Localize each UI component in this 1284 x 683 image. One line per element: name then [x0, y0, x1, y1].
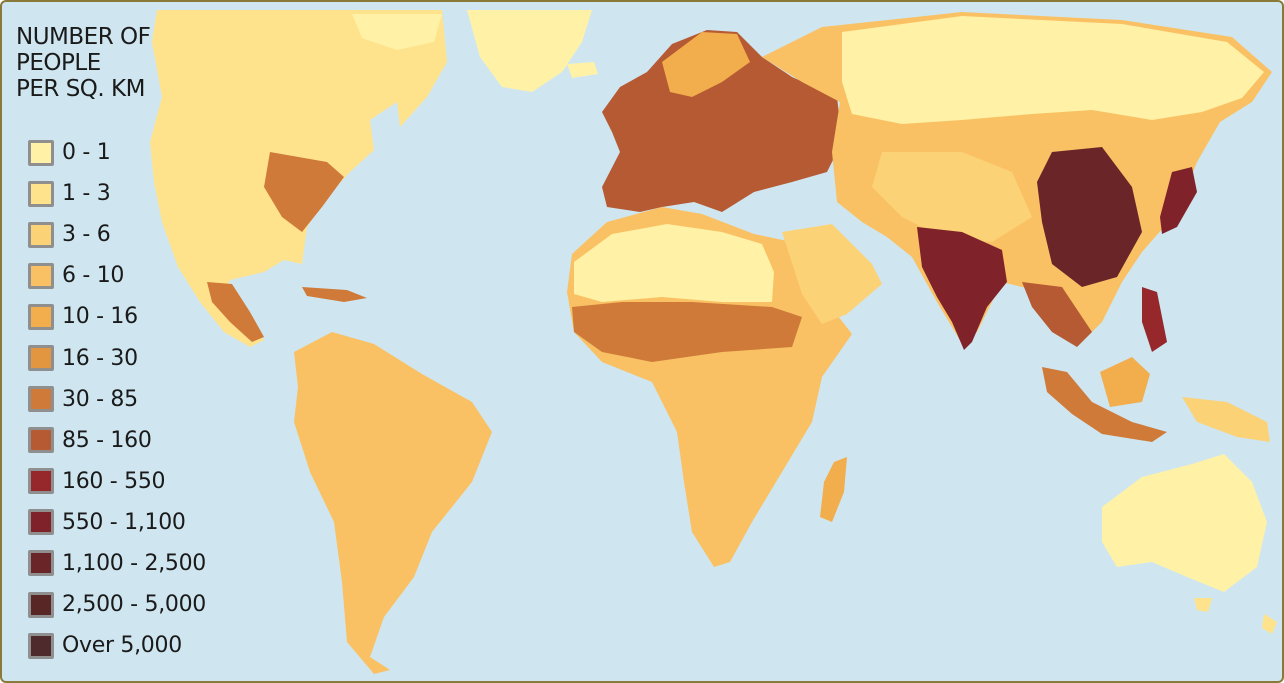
legend-swatch [28, 386, 54, 413]
legend-swatch [28, 345, 54, 372]
land-arctic-islands [352, 14, 442, 50]
legend-title-line: PER SQ. KM [16, 76, 145, 102]
legend-item: 550 - 1,100 [16, 502, 206, 543]
legend-swatch [28, 303, 54, 330]
legend-label: 6 - 10 [62, 263, 125, 289]
legend-label: 1 - 3 [62, 181, 111, 207]
land-sahel [572, 302, 802, 362]
map-legend: NUMBER OF PEOPLE PER SQ. KM 0 - 1 1 - 3 … [16, 24, 206, 666]
legend-swatch [28, 139, 54, 166]
legend-item: 160 - 550 [16, 461, 206, 502]
legend-label: 85 - 160 [62, 427, 152, 453]
land-australia [1102, 454, 1267, 592]
legend-label: 30 - 85 [62, 386, 138, 412]
land-eastern-usa [264, 152, 344, 232]
legend-swatch [28, 468, 54, 495]
land-central-asia [872, 152, 1032, 242]
legend-swatch [28, 221, 54, 248]
land-siberia [842, 16, 1264, 124]
legend-swatch [28, 632, 54, 659]
legend-label: 160 - 550 [62, 468, 166, 494]
legend-item: 0 - 1 [16, 132, 206, 173]
legend-label: 10 - 16 [62, 304, 138, 330]
land-new-guinea [1182, 397, 1270, 442]
legend-swatch [28, 509, 54, 536]
legend-item: 6 - 10 [16, 255, 206, 296]
legend-label: 2,500 - 5,000 [62, 592, 206, 618]
legend-item: Over 5,000 [16, 625, 206, 666]
legend-swatch [28, 262, 54, 289]
legend-swatch [28, 591, 54, 618]
land-caribbean [302, 287, 367, 302]
legend-title-line: PEOPLE [16, 50, 101, 76]
legend-item: 30 - 85 [16, 379, 206, 420]
legend-swatch [28, 180, 54, 207]
land-south-america [294, 332, 492, 674]
legend-swatch [28, 550, 54, 577]
legend-swatch [28, 427, 54, 454]
land-arabia [782, 224, 882, 324]
land-borneo [1100, 357, 1150, 407]
land-central-america [207, 282, 264, 342]
land-new-zealand [1262, 614, 1277, 634]
land-indonesia [1042, 367, 1167, 442]
legend-label: 0 - 1 [62, 140, 111, 166]
land-east-china [1037, 147, 1142, 287]
legend-item: 3 - 6 [16, 214, 206, 255]
legend-label: 1,100 - 2,500 [62, 550, 206, 576]
land-southeast-asia [1022, 282, 1092, 347]
land-madagascar [820, 457, 847, 522]
land-sahara [574, 224, 774, 302]
land-iceland [567, 62, 598, 78]
land-tasmania [1194, 598, 1212, 612]
legend-item: 16 - 30 [16, 337, 206, 378]
legend-item: 85 - 160 [16, 420, 206, 461]
legend-label: 3 - 6 [62, 222, 111, 248]
land-europe [602, 30, 842, 212]
legend-title: NUMBER OF PEOPLE PER SQ. KM [16, 24, 206, 102]
land-philippines [1142, 287, 1167, 352]
legend-item: 1,100 - 2,500 [16, 543, 206, 584]
legend-label: 550 - 1,100 [62, 509, 186, 535]
land-india [917, 227, 1007, 350]
legend-label: Over 5,000 [62, 633, 182, 659]
land-scandinavia [662, 32, 750, 97]
legend-item: 2,500 - 5,000 [16, 584, 206, 625]
legend-item: 10 - 16 [16, 296, 206, 337]
legend-item: 1 - 3 [16, 173, 206, 214]
legend-label: 16 - 30 [62, 345, 138, 371]
legend-items: 0 - 1 1 - 3 3 - 6 6 - 10 10 - 16 16 - 30… [16, 132, 206, 666]
land-japan [1160, 167, 1197, 234]
land-greenland [467, 10, 592, 92]
legend-title-line: NUMBER OF [16, 24, 151, 50]
